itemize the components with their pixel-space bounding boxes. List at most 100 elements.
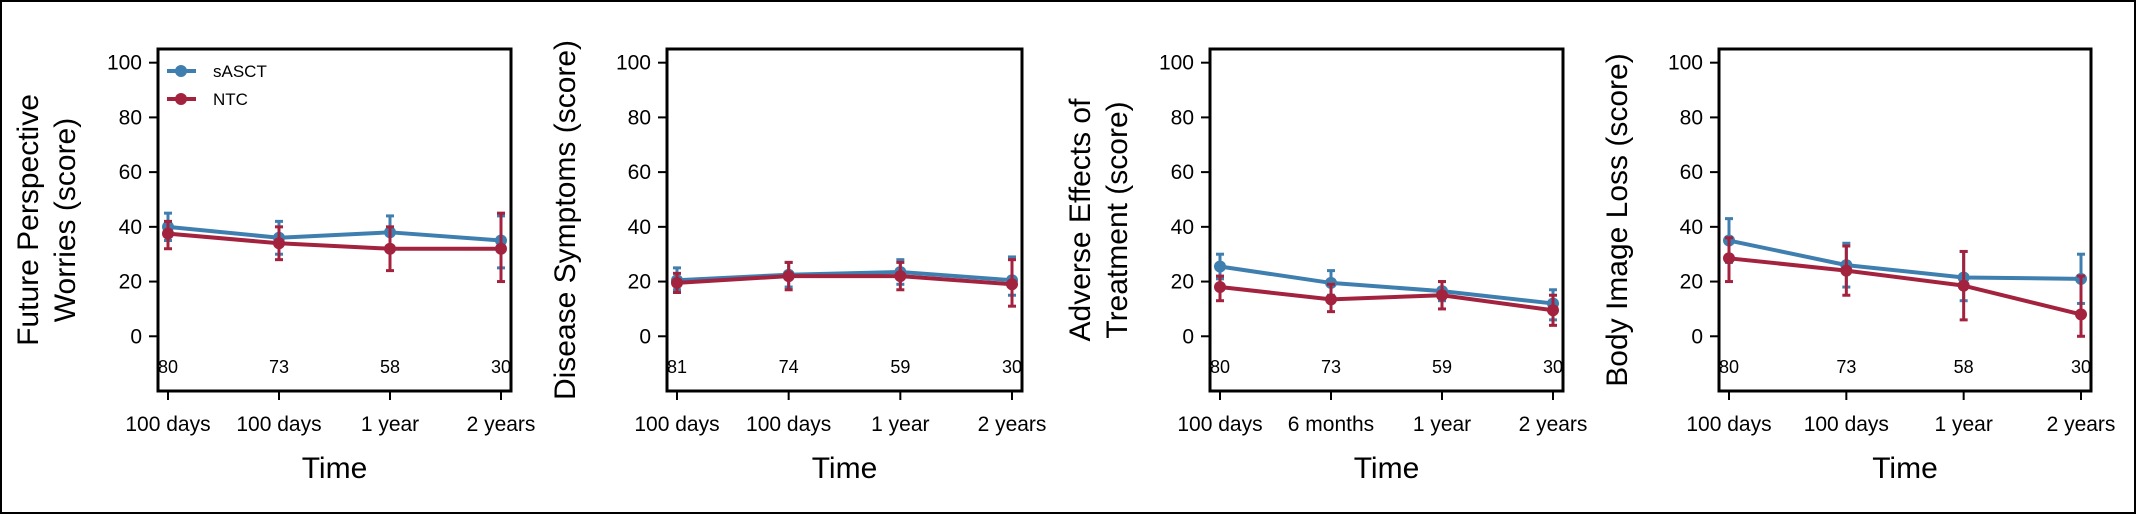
plot-area	[1717, 47, 2093, 393]
x-tick-label: 100 days	[1686, 413, 1771, 436]
n-at-risk-label: 30	[491, 357, 511, 377]
x-tick-label: 2 years	[978, 413, 1047, 436]
y-tick-label: 20	[1680, 271, 1703, 294]
y-axis-title: Body Image Loss (score)	[1601, 53, 1634, 386]
x-axis-title: Time	[302, 452, 368, 485]
x-tick-label: 100 days	[125, 413, 210, 436]
data-point	[273, 237, 285, 250]
series-line	[1219, 285, 1554, 313]
y-tick-label: 80	[119, 106, 142, 129]
legend-label: NTC	[213, 90, 248, 109]
y-tick-label: 20	[119, 271, 142, 294]
x-tick-label: 100 days	[236, 413, 321, 436]
x-tick-label: 1 year	[1413, 413, 1471, 436]
plot-area	[156, 47, 513, 393]
series-line	[167, 231, 501, 251]
data-point	[2075, 308, 2087, 321]
data-point	[1957, 279, 1970, 292]
y-tick-label: 0	[1691, 325, 1703, 348]
legend: sASCT NTC	[167, 62, 267, 109]
n-at-risk-label: 73	[1836, 357, 1856, 377]
y-tick-label: 0	[1182, 325, 1194, 348]
plot-area	[1208, 47, 1565, 393]
x-axis-title: Time	[1354, 452, 1420, 485]
y-tick-label: 40	[119, 216, 142, 239]
n-at-risk-label: 59	[1432, 357, 1452, 377]
y-axis-title: Future Perspective	[12, 94, 45, 346]
y-tick-label: 20	[628, 271, 651, 294]
series-NTC	[162, 211, 507, 284]
data-point	[1325, 293, 1337, 306]
y-axis-title: Adverse Effects of	[1064, 98, 1097, 342]
y-tick-label: 40	[628, 216, 651, 239]
series-NTC	[1723, 236, 2087, 338]
y-tick-label: 0	[130, 325, 142, 348]
data-point	[162, 227, 174, 240]
y-axis-title: Disease Symptoms (score)	[549, 40, 582, 400]
chart-panel-4: 0 20 40 60 80 100 100 days 80 100 days 73 1 year 58…	[1601, 47, 2116, 485]
y-tick-label: 60	[119, 161, 142, 184]
y-tick-label: 100	[1668, 52, 1703, 75]
series-line	[676, 269, 1013, 283]
series-sASCT	[162, 211, 507, 270]
x-axis-title: Time	[1872, 452, 1938, 485]
y-tick-label: 100	[107, 52, 142, 75]
n-at-risk-label: 73	[1321, 357, 1341, 377]
x-tick-label: 2 years	[1519, 413, 1588, 436]
y-tick-label: 0	[639, 325, 651, 348]
x-tick-label: 100 days	[1177, 413, 1262, 436]
data-point	[782, 270, 795, 283]
series-sASCT	[1214, 252, 1559, 322]
series-NTC	[1214, 274, 1559, 327]
n-at-risk-label: 30	[1002, 357, 1022, 377]
x-tick-label: 2 years	[467, 413, 536, 436]
data-point	[384, 242, 396, 255]
series-NTC	[671, 258, 1018, 308]
data-point	[1723, 252, 1735, 265]
y-axis-title: Worries (score)	[49, 118, 82, 322]
x-tick-label: 1 year	[871, 413, 929, 436]
data-point	[495, 242, 507, 255]
n-at-risk-label: 80	[158, 357, 178, 377]
n-at-risk-label: 73	[269, 357, 289, 377]
data-point	[1006, 278, 1018, 291]
x-tick-label: 6 months	[1288, 413, 1374, 436]
legend-label: sASCT	[213, 62, 267, 81]
x-tick-label: 100 days	[746, 413, 831, 436]
legend-swatch-marker	[175, 93, 187, 105]
data-point	[1840, 264, 1853, 277]
y-tick-label: 100	[616, 52, 651, 75]
n-at-risk-label: 80	[1210, 357, 1230, 377]
x-tick-label: 2 years	[2047, 413, 2116, 436]
x-tick-label: 100 days	[634, 413, 719, 436]
n-at-risk-label: 74	[779, 357, 799, 377]
data-point	[1214, 260, 1226, 273]
n-at-risk-label: 59	[890, 357, 910, 377]
y-tick-label: 80	[1680, 106, 1703, 129]
series-line	[1728, 256, 2082, 317]
x-axis-title: Time	[812, 452, 878, 485]
series-line	[1728, 238, 2082, 281]
n-at-risk-label: 58	[1954, 357, 1974, 377]
y-tick-label: 60	[1171, 161, 1194, 184]
data-point	[1436, 289, 1448, 302]
series-line	[676, 274, 1013, 287]
series-line	[167, 224, 502, 243]
n-at-risk-label: 81	[667, 357, 687, 377]
n-at-risk-label: 58	[380, 357, 400, 377]
n-at-risk-label: 30	[1543, 357, 1563, 377]
series-line	[1219, 264, 1554, 306]
data-point	[1214, 281, 1226, 294]
n-at-risk-label: 80	[1719, 357, 1739, 377]
y-tick-label: 100	[1159, 52, 1194, 75]
y-tick-label: 40	[1171, 216, 1194, 239]
y-tick-label: 60	[628, 161, 651, 184]
x-tick-label: 100 days	[1804, 413, 1889, 436]
y-tick-label: 40	[1680, 216, 1703, 239]
series-sASCT	[1723, 217, 2087, 305]
y-axis-title: Treatment (score)	[1101, 101, 1134, 338]
y-tick-label: 80	[628, 106, 651, 129]
data-point	[671, 276, 683, 289]
data-point	[894, 270, 907, 283]
